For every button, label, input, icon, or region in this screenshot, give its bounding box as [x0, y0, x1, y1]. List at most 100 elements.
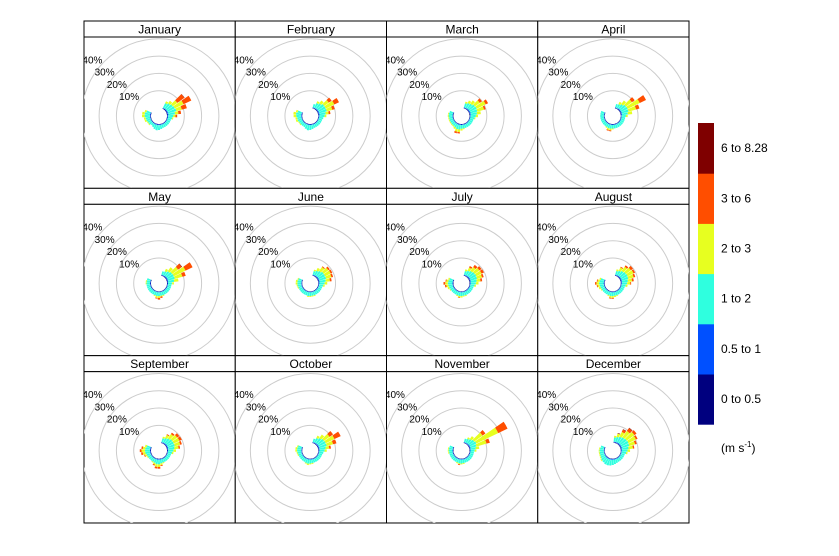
- radial-label: 30%: [397, 68, 417, 79]
- rose-segment: [627, 274, 634, 279]
- rose-segment: [152, 120, 154, 122]
- rose-segment: [319, 446, 326, 450]
- rose-segment: [147, 119, 152, 124]
- rose-segment: [305, 122, 307, 124]
- rose-segment: [606, 289, 608, 291]
- rose-segment: [616, 269, 619, 272]
- rose-segment: [620, 285, 621, 287]
- rose-segment: [167, 118, 172, 122]
- rose-segment: [312, 458, 316, 463]
- rose-segment: [457, 123, 460, 125]
- rose-segment: [316, 454, 318, 456]
- rose-segment: [145, 451, 151, 455]
- rose-segment: [313, 269, 317, 272]
- rose-segment: [621, 282, 628, 285]
- rose-segment: [315, 455, 318, 457]
- rose-segment: [150, 448, 152, 450]
- rose-segment: [453, 116, 454, 119]
- grid-circle: [386, 38, 538, 189]
- rose-segment: [319, 449, 325, 452]
- rose-segment: [181, 93, 185, 98]
- rose-segment: [615, 436, 619, 443]
- rose-segment: [621, 116, 622, 119]
- rose-segment: [318, 281, 319, 283]
- rose-segment: [469, 106, 477, 112]
- rose-segment: [469, 450, 471, 452]
- rose-segment: [332, 97, 339, 105]
- rose-segment: [463, 107, 466, 109]
- rose-segment: [600, 278, 605, 281]
- panel-frame: [386, 36, 539, 189]
- rose-segment: [466, 443, 468, 445]
- rose-segment: [616, 123, 620, 128]
- rose-segment: [469, 451, 470, 453]
- rose-segment: [318, 106, 326, 112]
- grid-circle: [98, 55, 220, 177]
- grid-circle: [418, 407, 505, 494]
- rose-segment: [458, 459, 461, 464]
- rose-segment: [460, 128, 463, 131]
- radial-label: 40%: [234, 390, 254, 401]
- rose-segment: [603, 113, 605, 116]
- rose-segment: [617, 456, 620, 459]
- rose-segment: [621, 109, 629, 114]
- rose-segment: [166, 441, 174, 447]
- rose-segment: [621, 276, 629, 281]
- rose-segment: [312, 291, 316, 296]
- windrose-panel: May 10%20%30%40%: [83, 187, 236, 357]
- rose-segment: [304, 456, 306, 458]
- rose-segment: [301, 284, 303, 286]
- rose-segment: [452, 282, 454, 285]
- rose-segment: [158, 458, 160, 460]
- rose-segment: [293, 111, 297, 115]
- panel-frame: [234, 371, 387, 524]
- windrose-panel: February 10%20%30% 40%: [234, 20, 387, 189]
- rose-segment: [298, 453, 303, 456]
- rose-segment: [316, 278, 319, 280]
- rose-segment: [604, 285, 606, 287]
- panel-title: May: [148, 190, 171, 204]
- rose-segment: [159, 291, 162, 292]
- rose-segment: [318, 115, 320, 117]
- rose-segment: [596, 279, 598, 282]
- rose-segment: [164, 443, 166, 445]
- rose-segment: [150, 279, 152, 282]
- grid-circle: [249, 390, 371, 512]
- rose-segment: [618, 437, 625, 444]
- radial-label: 20%: [409, 80, 429, 91]
- rose-segment: [621, 284, 622, 286]
- rose-segment: [625, 284, 628, 288]
- rose-segment: [162, 275, 164, 277]
- rose-segment: [460, 291, 463, 292]
- rose-segment: [453, 452, 455, 455]
- rose-segment: [166, 119, 168, 122]
- rose-segment: [465, 123, 467, 125]
- rose-segment: [153, 123, 156, 125]
- rose-segment: [615, 124, 618, 129]
- rose-segment: [627, 105, 637, 112]
- rose-segment: [325, 445, 330, 450]
- rose-segment: [316, 119, 318, 121]
- panel-title: October: [290, 357, 333, 371]
- rose-segment: [314, 456, 317, 458]
- grid-circle: [586, 424, 639, 477]
- rose-segment: [617, 276, 619, 278]
- rose-segment: [308, 458, 310, 460]
- rose-segment: [451, 121, 456, 125]
- rose-segment: [606, 289, 609, 291]
- rose-segment: [164, 277, 167, 279]
- rose-segment: [295, 279, 298, 283]
- rose-segment: [605, 288, 607, 290]
- rose-segment: [451, 288, 456, 293]
- rose-segment: [618, 267, 623, 272]
- rose-segment: [462, 462, 465, 464]
- rose-segment: [153, 457, 156, 459]
- rose-segment: [467, 267, 472, 272]
- rose-segment: [321, 266, 325, 269]
- rose-segment: [625, 431, 635, 441]
- rose-segment: [618, 104, 623, 110]
- rose-segment: [475, 446, 480, 450]
- radial-label: 20%: [107, 80, 127, 91]
- rose-segment: [317, 119, 319, 122]
- rose-segment: [466, 457, 471, 461]
